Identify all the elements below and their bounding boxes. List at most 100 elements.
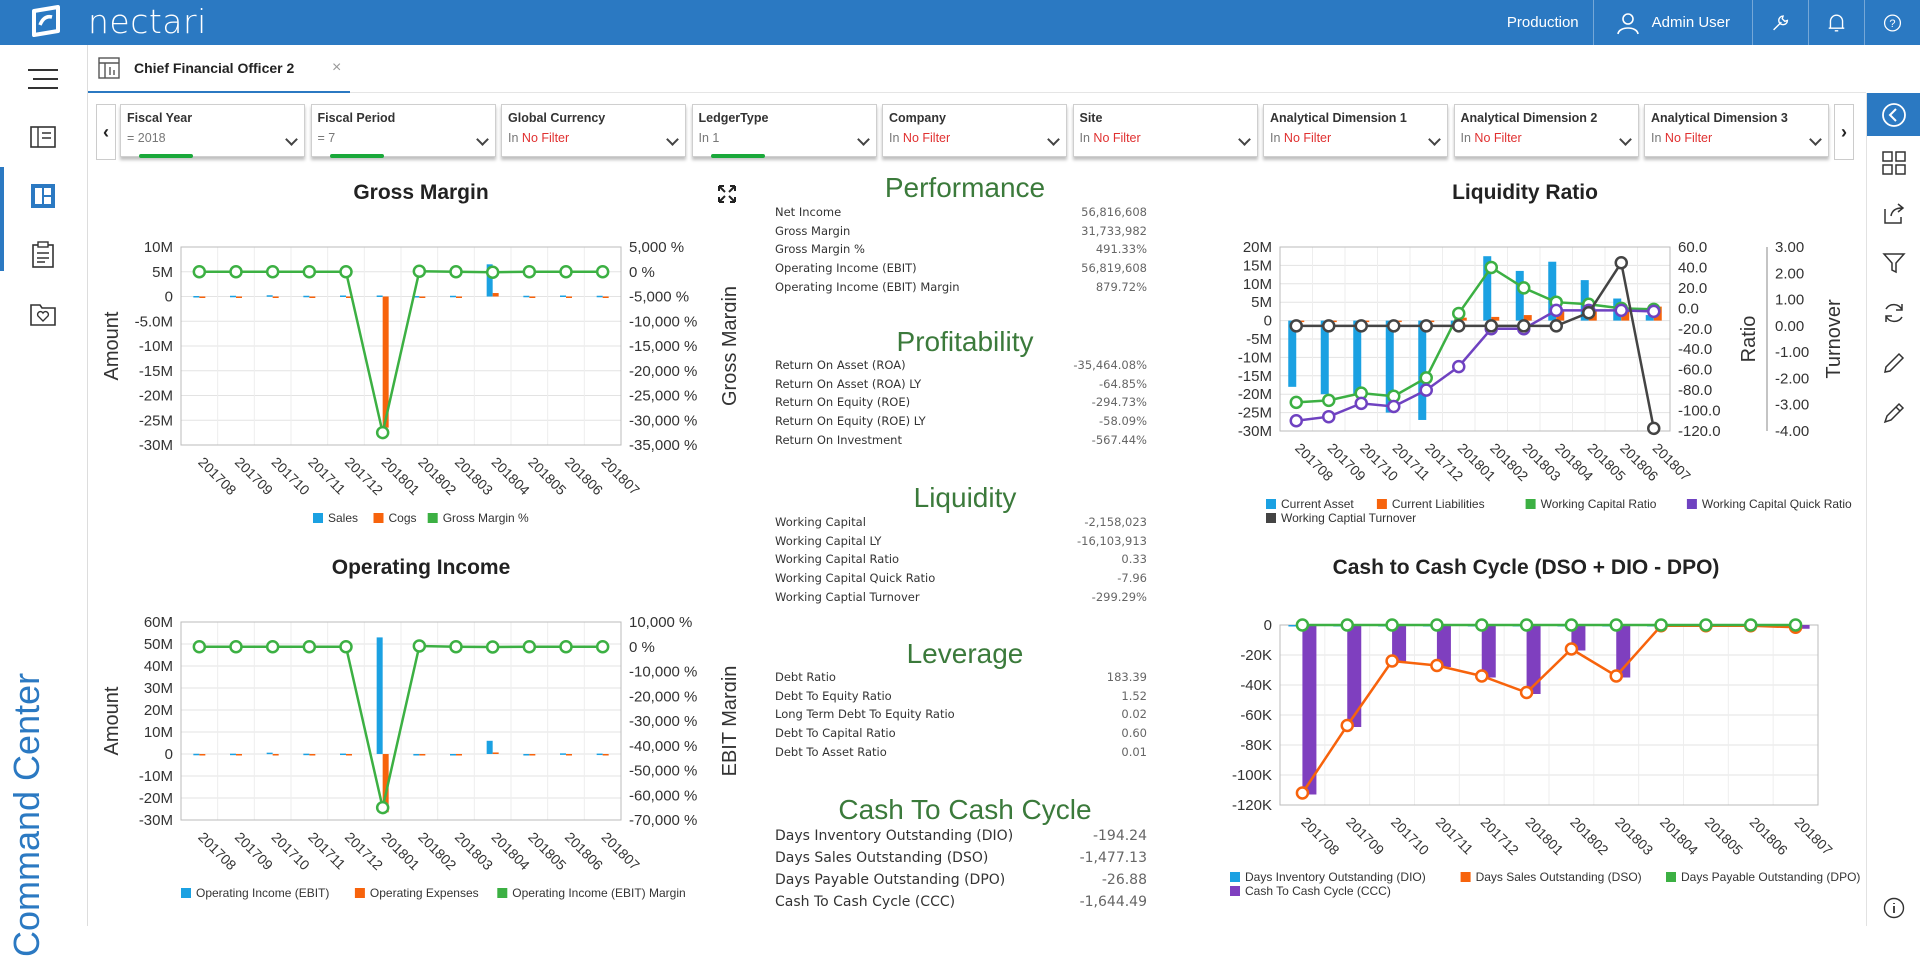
- legend-label: Working Capital Ratio: [1541, 497, 1657, 511]
- refresh-button[interactable]: [1879, 298, 1909, 328]
- bar-current-asset: [1418, 320, 1427, 420]
- help-button[interactable]: ?: [1864, 0, 1920, 45]
- filter-title: Fiscal Period: [317, 111, 396, 125]
- filter-fiscal-period[interactable]: Fiscal Period = 7: [310, 104, 496, 158]
- dashboard-icon: [31, 184, 55, 208]
- bar-cogs: [309, 296, 316, 298]
- layout-button[interactable]: [1879, 148, 1909, 178]
- filter-selection: 2018: [137, 131, 166, 145]
- bar-current-asset: [1353, 320, 1362, 395]
- filter-analytical-dimension-3[interactable]: Analytical Dimension 3 In No Filter: [1644, 104, 1829, 157]
- y3-tick-label: 3.00: [1775, 239, 1804, 256]
- clipboard-icon: [32, 241, 54, 268]
- filter-company[interactable]: Company In No Filter: [882, 104, 1067, 157]
- tab-cfo[interactable]: Chief Financial Officer 2 ×: [88, 45, 350, 93]
- filter-analytical-dimension-2[interactable]: Analytical Dimension 2 In No Filter: [1453, 104, 1639, 157]
- y-tick-label: -60K: [1240, 707, 1272, 724]
- filter-operator: In: [508, 131, 519, 145]
- filter-value: In No Filter: [508, 131, 679, 145]
- kpi-row: Working Capital LY -16,103,913: [775, 534, 1175, 552]
- kpi-row: Days Sales Outstanding (DSO) -1,477.13: [775, 850, 1175, 868]
- bar-operating-expenses: [529, 754, 536, 756]
- filter-site[interactable]: Site In No Filter: [1072, 104, 1258, 157]
- filters-next-button[interactable]: ›: [1834, 104, 1854, 160]
- expand-chart-button[interactable]: [718, 185, 736, 203]
- y2-tick-label: -15,000 %: [629, 338, 697, 355]
- point-days-payable-outstanding-dpo-: [1609, 618, 1623, 632]
- edit-button[interactable]: [1879, 348, 1909, 378]
- tools-button[interactable]: [1752, 0, 1808, 45]
- y-tick-label: -20M: [1238, 386, 1272, 403]
- point-working-capital-ratio: [1419, 371, 1433, 385]
- share-button[interactable]: [1879, 198, 1909, 228]
- bar-cogs: [602, 296, 609, 298]
- sidebar-item-dashboard[interactable]: [28, 182, 58, 210]
- logo[interactable]: nectari: [28, 5, 207, 39]
- point-working-captial-turnover: [1549, 319, 1563, 333]
- x-tick-label: 201806: [562, 829, 606, 873]
- heart-folder-icon: [30, 304, 56, 326]
- x-tick-label: 201803: [452, 454, 496, 498]
- menu-button[interactable]: [28, 65, 58, 93]
- gross-margin-chart: 10M 5M 0 -5.0M -10M -15M -20M -25M -30M 5,000 % 0 …: [101, 239, 736, 525]
- point-working-capital-quick-ratio: [1549, 303, 1563, 318]
- point-working-capital-quick-ratio: [1387, 399, 1401, 414]
- tab-close-button[interactable]: ×: [332, 59, 342, 76]
- x-tick-label: 201802: [415, 829, 459, 873]
- collapse-panel-button[interactable]: [1867, 93, 1920, 136]
- y2-tick-label: -30,000 %: [629, 713, 697, 730]
- y-tick-label: -30M: [139, 437, 173, 454]
- user-menu[interactable]: Admin User: [1592, 0, 1752, 45]
- filter-global-currency[interactable]: Global Currency In No Filter: [501, 104, 686, 157]
- y-tick-label: 15M: [1243, 257, 1272, 274]
- kpi-label: Working Capital Ratio: [775, 552, 900, 567]
- kpi-label: Working Capital: [775, 515, 866, 529]
- picker-button[interactable]: [1879, 398, 1909, 428]
- point-operating-income-ebit-margin: [302, 640, 317, 654]
- legend-label: Cogs: [389, 511, 417, 525]
- bar-cogs: [382, 296, 389, 428]
- bar-current-liabilities: [1556, 311, 1565, 321]
- sidebar-item-favorites[interactable]: [28, 300, 58, 328]
- point-working-capital-quick-ratio: [1647, 304, 1661, 319]
- point-gross-margin-: [449, 265, 463, 279]
- bar-operating-income-ebit-: [450, 754, 456, 756]
- legend-label: Current Asset: [1281, 497, 1354, 511]
- bar-operating-expenses: [602, 754, 609, 756]
- tab-title: Chief Financial Officer 2: [134, 60, 295, 76]
- filter-analytical-dimension-1[interactable]: Analytical Dimension 1 In No Filter: [1263, 104, 1448, 157]
- bar-operating-income-ebit-: [303, 753, 310, 756]
- filter-selection: No Filter: [902, 131, 951, 145]
- point-gross-margin-: [265, 265, 280, 279]
- filters-prev-button[interactable]: ‹: [96, 104, 116, 160]
- nectari-logo-icon: [32, 5, 60, 37]
- filter-icon: [1882, 253, 1906, 274]
- y-tick-label: -15M: [139, 363, 173, 380]
- point-days-sales-outstanding-dso-: [1295, 786, 1310, 800]
- kpi-heading-liquidity: Liquidity: [913, 482, 1017, 513]
- filter-fiscal-year[interactable]: Fiscal Year = 2018: [120, 104, 305, 158]
- sidebar-item-reports[interactable]: [28, 241, 58, 269]
- bar-operating-expenses: [419, 754, 426, 756]
- bar-operating-expenses: [272, 754, 279, 756]
- y3-tick-label: -4.00: [1775, 423, 1809, 440]
- y-tick-label: 0: [165, 289, 173, 306]
- kpi-value: 879.72%: [1095, 279, 1147, 294]
- sidebar-item-library[interactable]: [28, 123, 58, 151]
- info-button[interactable]: [1879, 893, 1909, 923]
- filter-ledgertype[interactable]: LedgerType In 1: [691, 104, 877, 158]
- point-gross-margin-: [192, 265, 207, 279]
- notifications-button[interactable]: [1808, 0, 1864, 45]
- legend-swatch: [1460, 872, 1471, 882]
- environment-label[interactable]: Production: [1506, 14, 1579, 31]
- x-tick-label: 201804: [489, 454, 533, 498]
- filter-operator: =: [127, 131, 135, 145]
- y-tick-label: 0: [1264, 313, 1272, 330]
- point-operating-income-ebit-margin: [522, 640, 537, 654]
- x-tick-label: 201801: [379, 454, 423, 498]
- x-tick-label: 201805: [1702, 814, 1746, 858]
- legend-label: Operating Income (EBIT): [196, 886, 329, 900]
- filter-button[interactable]: [1879, 248, 1909, 278]
- user-icon: [1616, 12, 1639, 34]
